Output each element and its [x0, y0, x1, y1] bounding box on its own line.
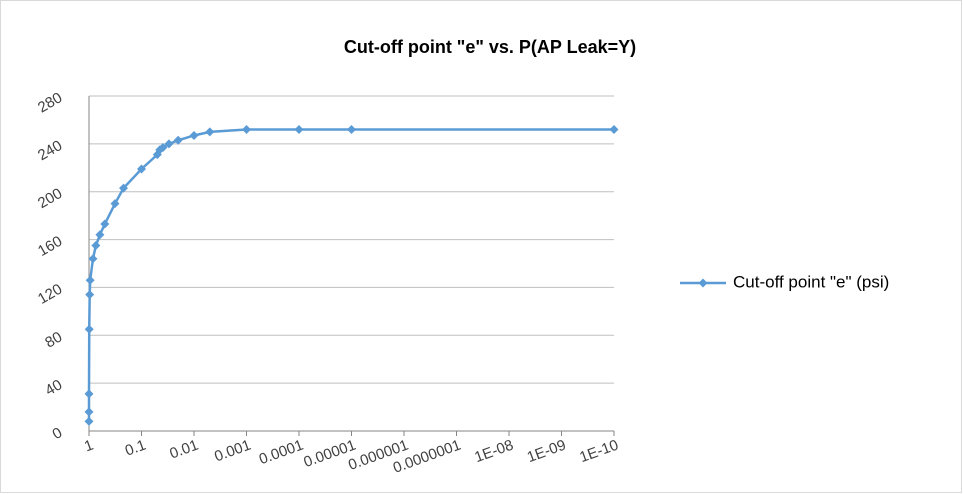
- marker: [609, 125, 619, 134]
- marker: [84, 389, 94, 399]
- marker: [164, 139, 174, 149]
- marker: [242, 125, 251, 134]
- marker: [205, 127, 215, 137]
- marker: [173, 135, 183, 145]
- y-tick-label: 80: [42, 328, 65, 351]
- marker: [91, 241, 101, 251]
- marker: [189, 130, 199, 140]
- legend-label: Cut-off point "e" (psi): [733, 272, 889, 291]
- marker: [100, 219, 110, 229]
- series-line: [87, 128, 614, 422]
- y-tick-label: 40: [42, 376, 65, 399]
- marker: [110, 199, 120, 209]
- marker: [88, 254, 98, 264]
- marker: [84, 324, 94, 334]
- marker: [84, 416, 94, 426]
- x-tick-label: 0.1: [123, 437, 148, 460]
- marker: [85, 290, 95, 300]
- marker: [95, 230, 105, 240]
- marker: [347, 125, 356, 134]
- marker: [84, 407, 94, 417]
- chart-title: Cut-off point "e" vs. P(AP Leak=Y): [344, 37, 636, 57]
- marker: [85, 275, 95, 285]
- marker: [119, 183, 129, 193]
- marker: [294, 125, 304, 134]
- marker: [137, 164, 146, 174]
- legend-marker: [698, 278, 708, 288]
- marker: [158, 142, 168, 152]
